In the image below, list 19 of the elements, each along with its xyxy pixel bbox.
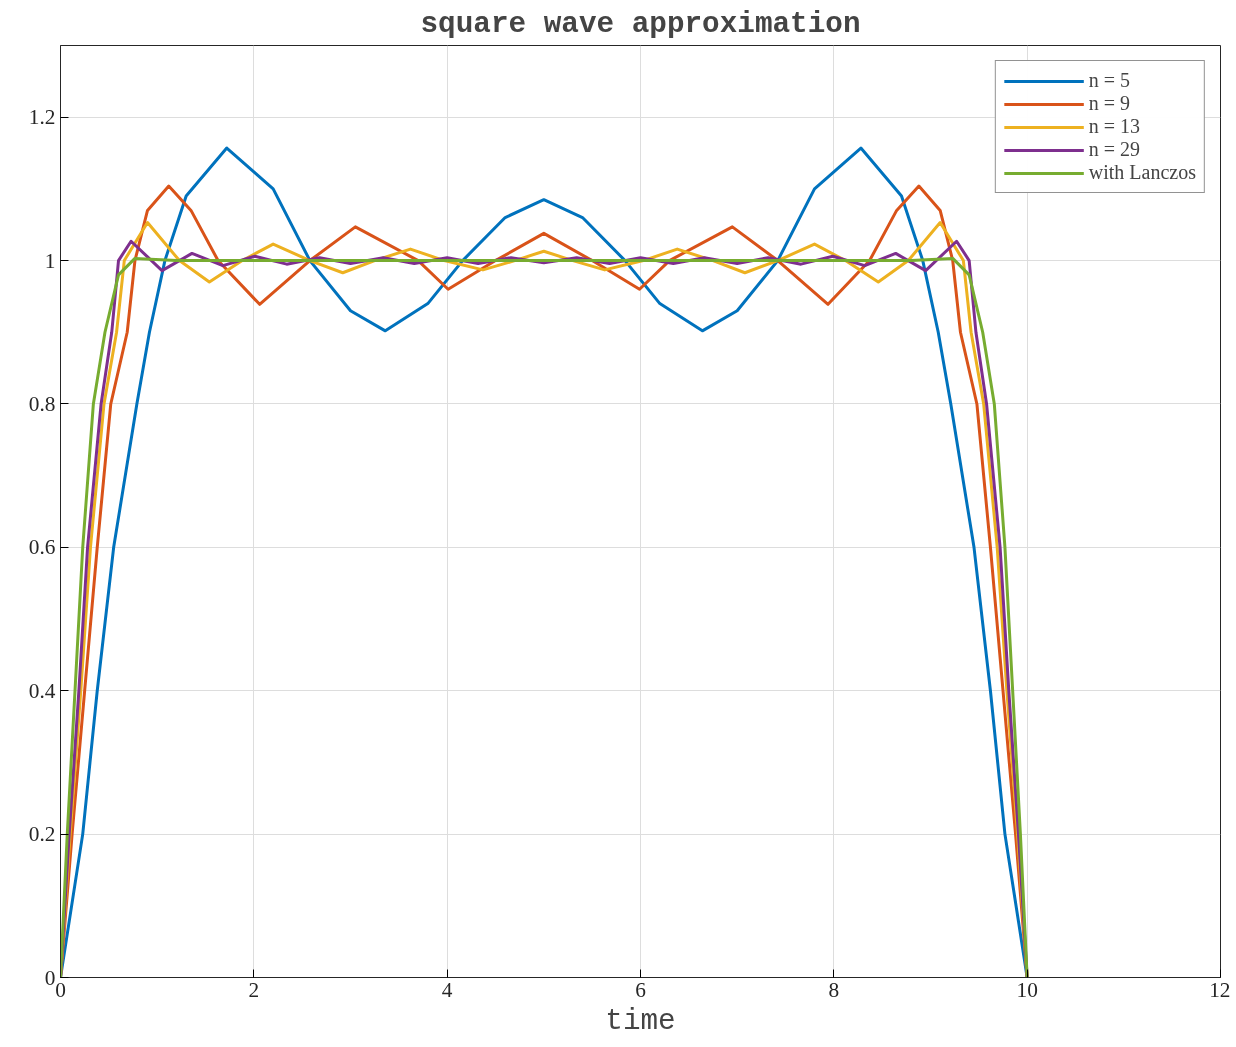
y-tick-label: 0.4 xyxy=(28,678,56,703)
x-tick-label: 12 xyxy=(1209,977,1231,1002)
y-tick-label: 0.6 xyxy=(28,535,56,560)
legend-label: with Lanczos xyxy=(1088,161,1196,184)
y-tick-label: 1 xyxy=(44,248,56,273)
legend-label: n = 29 xyxy=(1088,138,1141,161)
x-axis-title: time xyxy=(605,1004,676,1038)
legend-label: n = 9 xyxy=(1088,92,1131,115)
legend-label: n = 13 xyxy=(1088,115,1141,138)
legend-label: n = 5 xyxy=(1088,69,1131,92)
x-tick-label: 4 xyxy=(441,977,453,1002)
x-tick-label: 8 xyxy=(828,977,840,1002)
y-tick-label: 0.8 xyxy=(28,391,56,416)
chart-title: square wave approximation xyxy=(420,7,861,41)
y-tick-label: 0.2 xyxy=(28,822,56,847)
y-tick-label: 1.2 xyxy=(28,105,56,130)
x-tick-label: 6 xyxy=(635,977,647,1002)
x-tick-label: 10 xyxy=(1016,977,1038,1002)
x-tick-label: 2 xyxy=(248,977,260,1002)
